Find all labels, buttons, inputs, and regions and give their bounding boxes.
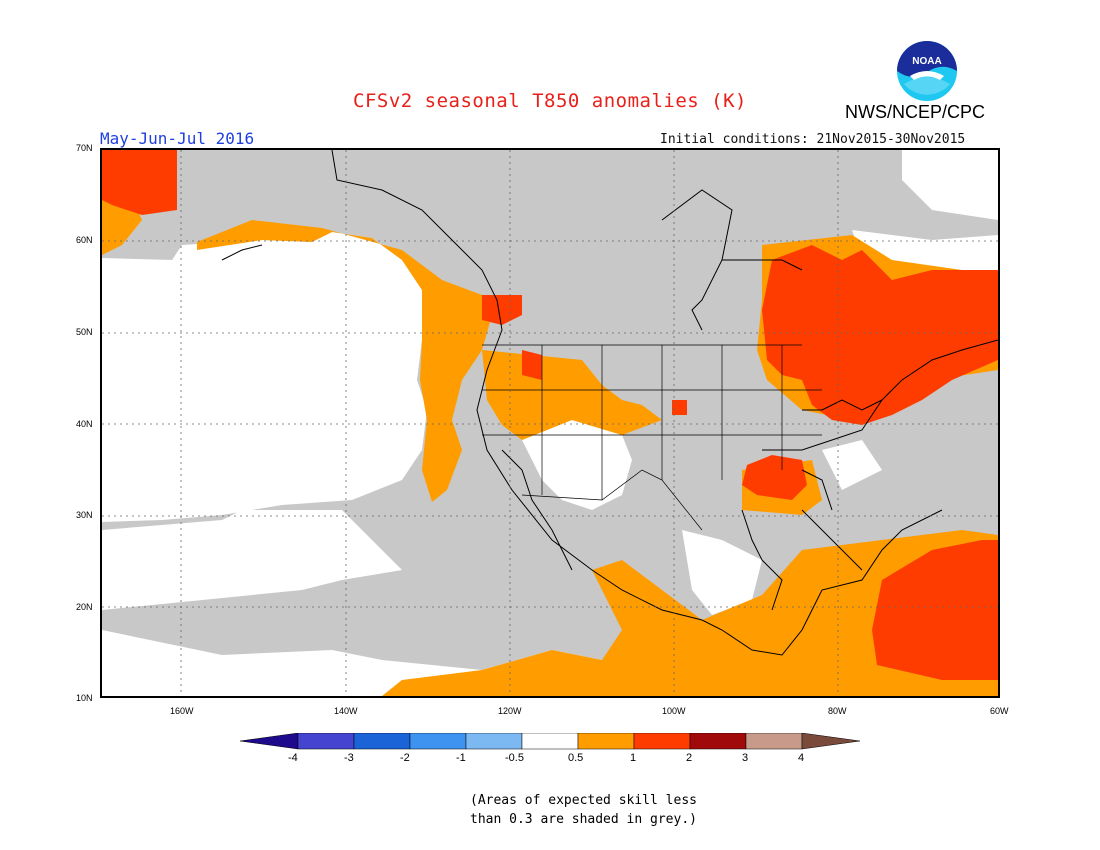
colorbar-label-neg1: -1 [456, 752, 466, 764]
colorbar-label-neg05: -0.5 [505, 752, 524, 764]
colorbar-label-2: 2 [686, 752, 693, 764]
lat-label-50n: 50N [76, 327, 93, 337]
colorbar-swatch-7 [633, 733, 691, 750]
lon-label-100w: 100W [662, 706, 686, 716]
colorbar-arrow-high [801, 733, 861, 750]
colorbar-swatch-2 [353, 733, 411, 750]
lat-label-60n: 60N [76, 235, 93, 245]
colorbar-label-3: 3 [742, 752, 749, 764]
anomaly-1-2 [102, 150, 998, 680]
colorbar-swatch-9 [745, 733, 803, 750]
map-title: CFSv2 seasonal T850 anomalies (K) [353, 90, 747, 112]
political-borders [482, 344, 822, 531]
lat-label-10n: 10N [76, 693, 93, 703]
colorbar-swatch-1 [297, 733, 355, 750]
colorbar-swatch-5 [521, 733, 579, 750]
colorbar-arrow-low [240, 733, 299, 750]
agency-label: NWS/NCEP/CPC [845, 102, 986, 122]
skill-note-line2: than 0.3 are shaded in grey.) [470, 812, 697, 827]
lat-label-20n: 20N [76, 602, 93, 612]
lat-label-70n: 70N [76, 143, 93, 153]
coastlines [221, 150, 998, 656]
noaa-logo-text: NOAA [912, 56, 941, 67]
colorbar-label-4: 4 [798, 752, 805, 764]
lon-label-140w: 140W [334, 706, 358, 716]
colorbar-swatch-6 [577, 733, 635, 750]
colorbar-label-neg2: -2 [400, 752, 410, 764]
skill-note-line1: (Areas of expected skill less [470, 793, 697, 808]
map-canvas [102, 150, 998, 696]
anomaly-map [100, 148, 1000, 698]
colorbar-label-1: 1 [630, 752, 637, 764]
colorbar-label-neg3: -3 [344, 752, 354, 764]
initial-conditions: Initial conditions: 21Nov2015-30Nov2015 [660, 132, 966, 147]
season-label: May-Jun-Jul 2016 [100, 129, 255, 148]
lon-label-120w: 120W [498, 706, 522, 716]
colorbar-label-neg4: -4 [288, 752, 298, 764]
lat-lon-grid [102, 150, 998, 696]
colorbar-swatch-3 [409, 733, 467, 750]
lat-label-30n: 30N [76, 510, 93, 520]
colorbar [240, 733, 861, 750]
lat-label-40n: 40N [76, 419, 93, 429]
colorbar-swatch-4 [465, 733, 523, 750]
lon-label-80w: 80W [828, 706, 847, 716]
colorbar-label-05: 0.5 [568, 752, 584, 764]
noaa-logo: NOAA [897, 41, 957, 101]
lon-label-60w: 60W [990, 706, 1009, 716]
colorbar-swatch-8 [689, 733, 747, 750]
lon-label-160w: 160W [170, 706, 194, 716]
